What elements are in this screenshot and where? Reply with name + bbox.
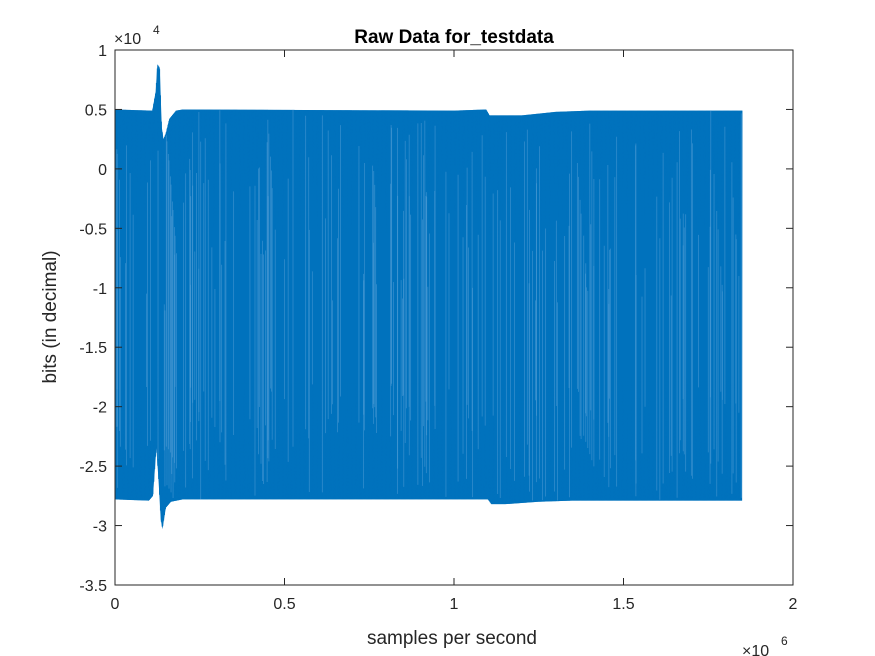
- y-axis: 1 0.5 0 -0.5 -1 -1.5 -2 -2.5 -3 -3.5: [79, 43, 793, 595]
- series-texture: [114, 109, 742, 501]
- x-tick-label: 0: [111, 596, 120, 613]
- x-axis: 0 0.5 1 1.5 2: [111, 50, 798, 613]
- y-tick-label: 0.5: [85, 102, 107, 119]
- y-exponent-base: ×10: [114, 31, 141, 48]
- y-tick-label: -1.5: [79, 340, 107, 357]
- y-exponent-power: 4: [153, 23, 160, 37]
- series-layer: [114, 64, 743, 530]
- x-axis-label: samples per second: [367, 628, 537, 649]
- series-0: [114, 64, 743, 530]
- y-tick-label: -1: [93, 281, 107, 298]
- x-tick-label: 1: [450, 596, 459, 613]
- y-axis-label: bits (in decimal): [40, 250, 61, 383]
- y-exponent: ×10 4: [114, 23, 160, 48]
- y-tick-label: -0.5: [79, 221, 107, 238]
- y-tick-label: -2.5: [79, 459, 107, 476]
- x-exponent: ×10 6: [742, 634, 788, 656]
- y-tick-label: -3.5: [79, 578, 107, 595]
- chart-title: Raw Data for_testdata: [354, 27, 554, 48]
- x-exponent-power: 6: [781, 634, 788, 648]
- y-tick-label: -2: [93, 400, 107, 417]
- x-tick-label: 2: [789, 596, 798, 613]
- x-tick-label: 1.5: [612, 596, 634, 613]
- y-tick-label: 0: [98, 162, 107, 179]
- x-exponent-base: ×10: [742, 643, 769, 656]
- y-tick-label: 1: [98, 43, 107, 60]
- x-tick-label: 0.5: [273, 596, 295, 613]
- y-tick-label: -3: [93, 519, 107, 536]
